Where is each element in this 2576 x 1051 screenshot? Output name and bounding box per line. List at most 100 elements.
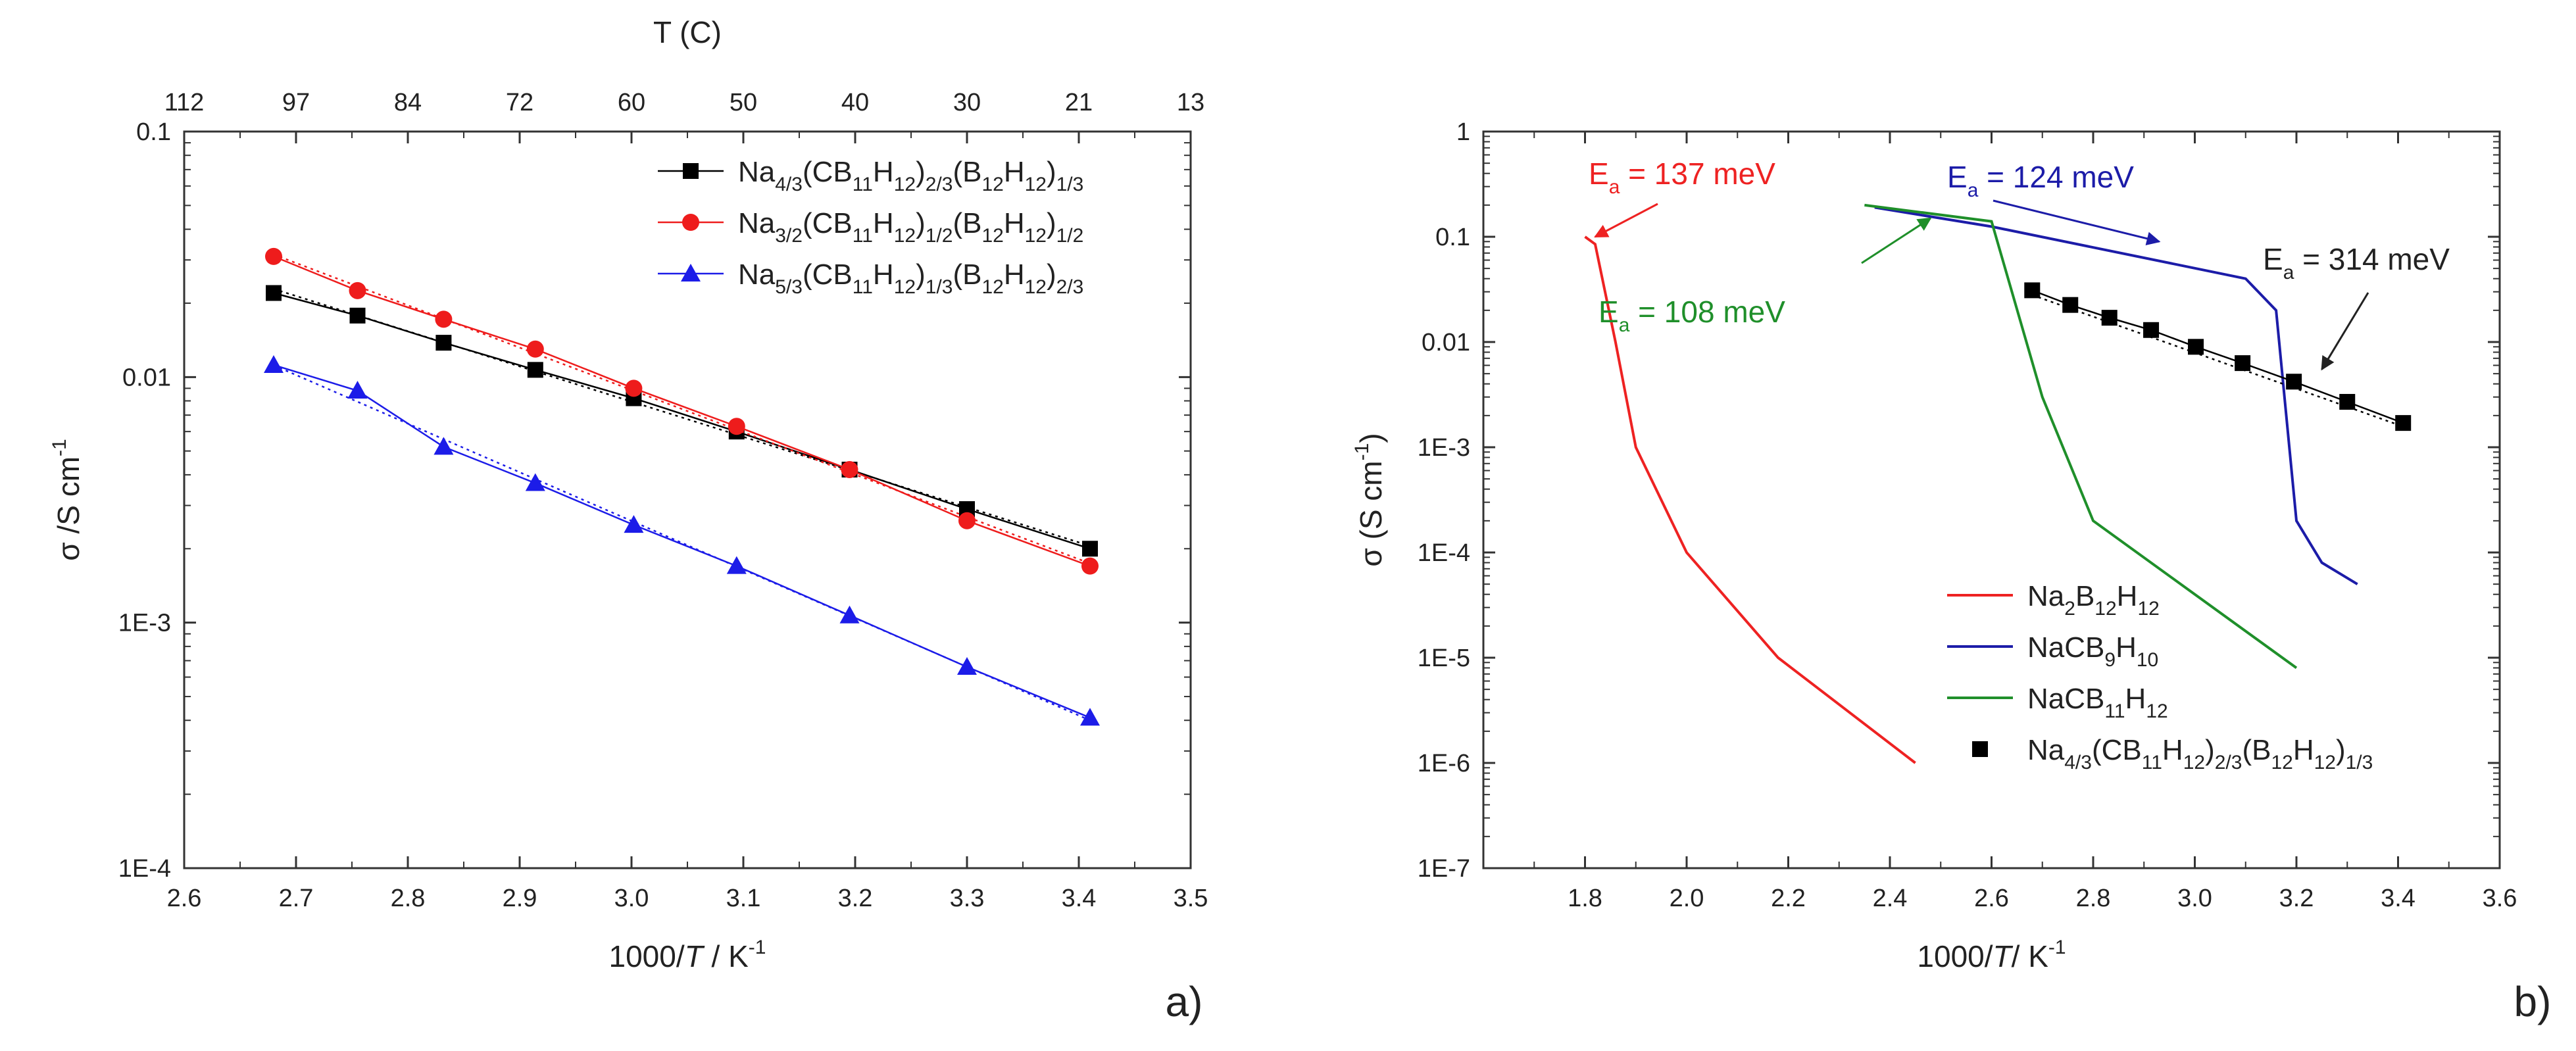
top-tick-label: 21 — [1065, 89, 1093, 116]
x-tick-label: 1.8 — [1568, 885, 1602, 912]
series-line — [1874, 206, 2358, 585]
data-point — [527, 362, 543, 378]
data-point — [435, 310, 453, 328]
x-tick-label: 2.2 — [1771, 885, 1806, 912]
top-tick-label: 40 — [841, 89, 869, 116]
series-fit-line — [273, 253, 1091, 564]
data-point — [1080, 708, 1100, 726]
data-point — [728, 418, 745, 435]
annotation-arrow — [1594, 203, 1658, 238]
data-point — [1082, 541, 1098, 557]
series-1 — [1584, 235, 1916, 764]
series-2 — [265, 247, 1099, 575]
top-tick-label: 84 — [394, 89, 422, 116]
data-point — [526, 340, 544, 358]
data-point — [1081, 557, 1099, 575]
series-3 — [1864, 203, 2298, 670]
data-point — [266, 285, 282, 301]
annotation-ea-314: Ea = 314 meV — [2263, 242, 2450, 371]
y-tick-label: 1E-4 — [118, 855, 171, 883]
y-tick-label: 0.01 — [122, 364, 171, 391]
top-axis-label: T (C) — [653, 15, 722, 49]
series-2 — [1874, 206, 2358, 585]
legend-label: Na4/3(CB11H12)2/3(B12H12)1/3 — [738, 156, 1083, 195]
annotation-arrow — [1861, 217, 1932, 264]
top-tick-label: 97 — [282, 89, 310, 116]
panel-label-a: a) — [1166, 978, 1203, 1025]
x-axis-label: 1000/T / K-1 — [609, 937, 766, 973]
data-point — [958, 512, 976, 529]
data-point — [2395, 415, 2412, 431]
annotation-ea-137: Ea = 137 meV — [1589, 157, 1775, 238]
legend-label: Na5/3(CB11H12)1/3(B12H12)2/3 — [738, 258, 1083, 298]
data-point — [2339, 393, 2356, 410]
panel-label-b: b) — [2514, 978, 2552, 1025]
x-tick-label: 3.1 — [726, 885, 761, 912]
x-tick-label: 3.3 — [950, 885, 985, 912]
data-point — [624, 515, 644, 533]
x-tick-label: 3.2 — [2279, 885, 2314, 912]
data-point — [347, 381, 368, 399]
annotation-ea-108: Ea = 108 meV — [1598, 217, 1932, 336]
data-point — [435, 335, 452, 351]
data-point — [2143, 322, 2160, 338]
x-tick-label: 2.7 — [279, 885, 314, 912]
x-tick-label: 2.8 — [2076, 885, 2111, 912]
annotation-label: Ea = 314 meV — [2263, 242, 2450, 283]
data-point — [2188, 339, 2204, 355]
data-point — [2062, 297, 2079, 313]
x-tick-label: 2.6 — [167, 885, 202, 912]
x-tick-label: 3.4 — [1062, 885, 1097, 912]
top-tick-label: 60 — [618, 89, 645, 116]
x-tick-label: 3.0 — [2177, 885, 2212, 912]
legend-marker — [1972, 741, 1988, 757]
x-axis-label: 1000/T/ K-1 — [1917, 937, 2066, 973]
x-tick-label: 2.0 — [1670, 885, 1704, 912]
top-tick-label: 13 — [1177, 89, 1204, 116]
y-axis-label: σ (S cm-1) — [1351, 433, 1388, 566]
y-tick-label: 1E-3 — [118, 610, 171, 637]
legend-marker — [682, 214, 699, 231]
y-tick-label: 1E-7 — [1418, 855, 1470, 883]
panel-a-conductivity-mixed: 2.6 2.7 2.8 2.9 3.0 3.1 3.2 3.3 3.4 3.5 112 97 84 72 6… — [49, 15, 1208, 1025]
x-tick-label: 2.4 — [1873, 885, 1908, 912]
legend: Na2B12H12 NaCB9H10 NaCB11H12 Na4/3(CB11H12)… — [1947, 580, 2373, 773]
legend-marker — [681, 264, 701, 281]
y-tick-label: 0.1 — [1435, 224, 1470, 251]
data-point — [839, 605, 860, 623]
x-tick-label: 3.0 — [614, 885, 649, 912]
data-point — [957, 657, 977, 675]
y-tick-label: 1 — [1456, 118, 1470, 146]
panel-b-conductivity-comparison: 1.8 2.0 2.2 2.4 2.6 2.8 3.0 3.2 3.4 3.61E-71E-61E… — [1351, 118, 2551, 1025]
x-tick-label: 2.9 — [503, 885, 537, 912]
legend: Na4/3(CB11H12)2/3(B12H12)1/3 Na3/2(CB11H1… — [658, 156, 1083, 298]
annotation-arrow — [1993, 199, 2161, 245]
data-point — [2235, 355, 2251, 372]
series-3 — [264, 354, 1100, 726]
data-point — [264, 354, 284, 373]
annotation-arrow — [2321, 292, 2369, 371]
y-tick-label: 0.1 — [136, 118, 171, 146]
data-point — [525, 473, 545, 491]
data-point — [265, 247, 282, 265]
top-tick-label: 112 — [164, 89, 205, 116]
top-tick-label: 50 — [730, 89, 757, 116]
annotation-label: Ea = 124 meV — [1947, 160, 2134, 201]
x-tick-label: 2.8 — [391, 885, 426, 912]
series-line — [1864, 203, 2298, 670]
x-tick-label: 3.2 — [838, 885, 873, 912]
data-point — [841, 460, 858, 478]
x-tick-label: 2.6 — [1974, 885, 2009, 912]
data-point — [433, 437, 454, 455]
series-line — [1584, 235, 1916, 764]
data-point — [2024, 282, 2041, 299]
annotation-label: Ea = 137 meV — [1589, 157, 1775, 198]
y-tick-label: 1E-6 — [1418, 750, 1470, 777]
legend-label: Na4/3(CB11H12)2/3(B12H12)1/3 — [2027, 734, 2373, 773]
data-point — [2286, 374, 2302, 390]
x-tick-label: 3.4 — [2381, 885, 2415, 912]
x-tick-label: 3.6 — [2483, 885, 2517, 912]
y-tick-label: 1E-4 — [1418, 539, 1470, 567]
y-tick-label: 1E-3 — [1418, 434, 1470, 462]
